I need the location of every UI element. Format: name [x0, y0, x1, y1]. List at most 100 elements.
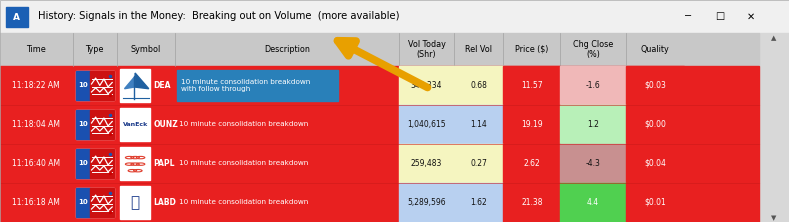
Text: History: Signals in the Money:  Breaking out on Volume  (more available): History: Signals in the Money: Breaking … [38, 11, 399, 22]
Bar [76, 188, 114, 217]
Bar [0, 33, 759, 66]
Text: 11.57: 11.57 [521, 81, 543, 90]
Bar [0, 144, 759, 183]
Bar [626, 183, 684, 222]
Bar [560, 105, 626, 144]
Bar [0, 105, 759, 144]
Text: 10: 10 [78, 82, 88, 88]
Bar [76, 71, 91, 100]
Text: −: − [684, 11, 692, 22]
Text: 1.62: 1.62 [470, 198, 487, 207]
Bar [76, 110, 114, 139]
Text: 10: 10 [78, 200, 88, 206]
Bar [76, 71, 114, 100]
Text: 0.27: 0.27 [470, 159, 487, 168]
Text: Vol Today
(Shr): Vol Today (Shr) [407, 40, 446, 59]
Bar [120, 147, 150, 180]
Text: 11:16:18 AM: 11:16:18 AM [13, 198, 60, 207]
Text: LABD: LABD [153, 198, 176, 207]
Text: Description: Description [264, 45, 310, 54]
Text: ▼: ▼ [772, 215, 776, 221]
Bar [503, 144, 560, 183]
Text: 0.68: 0.68 [470, 81, 487, 90]
Text: 10 minute consolidation breakdown
with follow through: 10 minute consolidation breakdown with f… [181, 79, 310, 92]
Text: 11:18:04 AM: 11:18:04 AM [13, 120, 60, 129]
Text: Symbol: Symbol [131, 45, 161, 54]
Bar [454, 144, 503, 183]
Bar [399, 105, 454, 144]
Text: 10: 10 [78, 161, 88, 166]
Bar [503, 183, 560, 222]
Text: ▲: ▲ [772, 35, 776, 42]
Text: 1.14: 1.14 [470, 120, 487, 129]
Text: A: A [13, 13, 20, 22]
Text: Type: Type [85, 45, 104, 54]
Text: Time: Time [26, 45, 47, 54]
Text: 342,334: 342,334 [411, 81, 442, 90]
Text: 2.62: 2.62 [523, 159, 540, 168]
Text: -1.6: -1.6 [585, 81, 600, 90]
Bar [0, 183, 759, 222]
Text: VanEck: VanEck [122, 122, 148, 127]
Bar [76, 149, 114, 178]
Text: OUNZ: OUNZ [153, 120, 178, 129]
Text: 5,289,596: 5,289,596 [407, 198, 446, 207]
Bar [91, 71, 114, 100]
Text: -4.3: -4.3 [585, 159, 600, 168]
Bar [0, 0, 789, 33]
Polygon shape [125, 77, 134, 89]
Text: 10 minute consolidation breakdown: 10 minute consolidation breakdown [179, 200, 308, 206]
Bar [454, 66, 503, 105]
Bar [503, 66, 560, 105]
Bar [759, 33, 789, 222]
Text: DEA: DEA [153, 81, 171, 90]
Text: Price ($): Price ($) [515, 45, 548, 54]
Text: ✕: ✕ [747, 11, 755, 22]
Bar [454, 105, 503, 144]
Text: 10 minute consolidation breakdown: 10 minute consolidation breakdown [179, 161, 308, 166]
Bar [626, 105, 684, 144]
Text: $0.01: $0.01 [644, 198, 666, 207]
Text: 4.4: 4.4 [587, 198, 599, 207]
Text: $0.03: $0.03 [644, 81, 666, 90]
Bar [560, 144, 626, 183]
Bar [76, 110, 91, 139]
Text: PAPL: PAPL [153, 159, 175, 168]
Text: 11:18:22 AM: 11:18:22 AM [13, 81, 60, 90]
Bar [120, 69, 150, 102]
Bar [454, 183, 503, 222]
Text: $0.04: $0.04 [644, 159, 666, 168]
Text: 19.19: 19.19 [521, 120, 543, 129]
Bar [91, 110, 114, 139]
Bar [76, 149, 91, 178]
Text: Quality: Quality [641, 45, 669, 54]
Bar [626, 144, 684, 183]
Bar [120, 108, 150, 141]
Polygon shape [135, 73, 149, 89]
Bar [399, 66, 454, 105]
Bar [560, 66, 626, 105]
Text: □: □ [715, 11, 724, 22]
Text: 1.2: 1.2 [587, 120, 599, 129]
Text: 259,483: 259,483 [411, 159, 442, 168]
Text: 21.38: 21.38 [521, 198, 543, 207]
Bar [560, 183, 626, 222]
Text: 10 minute consolidation breakdown: 10 minute consolidation breakdown [179, 121, 308, 127]
Text: 10: 10 [78, 121, 88, 127]
Bar [503, 105, 560, 144]
Bar [177, 70, 338, 101]
Bar [626, 66, 684, 105]
Bar [6, 7, 28, 27]
Bar [91, 188, 114, 217]
Text: 1,040,615: 1,040,615 [407, 120, 446, 129]
Bar [91, 149, 114, 178]
Text: 𝒳: 𝒳 [130, 195, 140, 210]
Bar [0, 66, 759, 105]
Bar [120, 186, 150, 219]
Text: $0.00: $0.00 [644, 120, 666, 129]
Bar [399, 144, 454, 183]
Bar [399, 183, 454, 222]
Text: 11:16:40 AM: 11:16:40 AM [13, 159, 60, 168]
Text: Chg Close
(%): Chg Close (%) [573, 40, 613, 59]
Bar [76, 188, 91, 217]
